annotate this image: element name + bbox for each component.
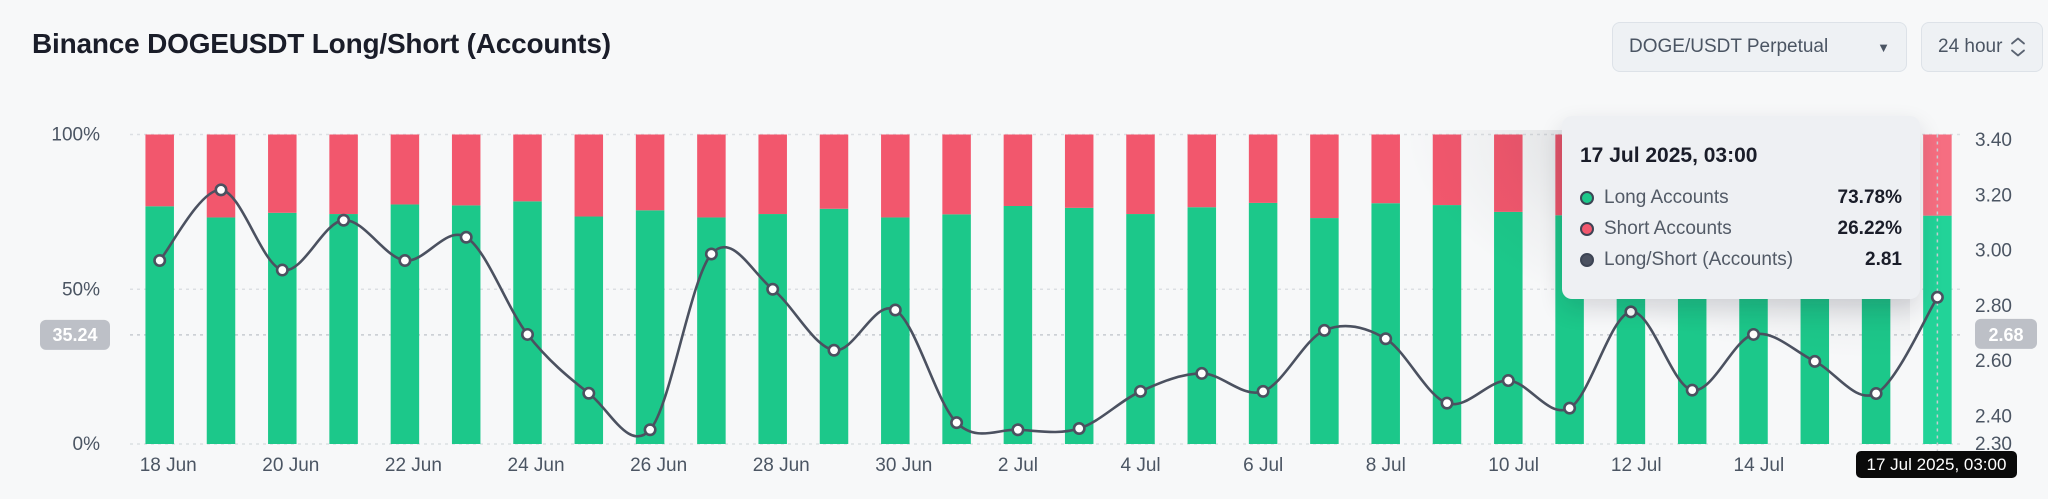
svg-text:14 Jul: 14 Jul	[1734, 455, 1785, 476]
svg-text:3.40: 3.40	[1975, 130, 2012, 151]
svg-text:3.00: 3.00	[1975, 241, 2012, 262]
svg-text:28 Jun: 28 Jun	[753, 455, 810, 476]
svg-text:20 Jun: 20 Jun	[262, 455, 319, 476]
svg-text:2 Jul: 2 Jul	[998, 455, 1038, 476]
svg-text:18 Jun: 18 Jun	[140, 455, 197, 476]
svg-text:4 Jul: 4 Jul	[1121, 455, 1161, 476]
svg-text:22 Jun: 22 Jun	[385, 455, 442, 476]
svg-text:30 Jun: 30 Jun	[875, 455, 932, 476]
svg-text:0%: 0%	[73, 434, 101, 455]
svg-text:12 Jul: 12 Jul	[1611, 455, 1662, 476]
svg-text:2.68: 2.68	[1988, 325, 2023, 345]
svg-text:50%: 50%	[62, 279, 100, 300]
svg-text:26 Jun: 26 Jun	[630, 455, 687, 476]
svg-text:3.20: 3.20	[1975, 185, 2012, 206]
svg-text:2.40: 2.40	[1975, 406, 2012, 427]
svg-text:24 Jun: 24 Jun	[508, 455, 565, 476]
svg-text:2.60: 2.60	[1975, 351, 2012, 372]
svg-text:6 Jul: 6 Jul	[1243, 455, 1283, 476]
svg-text:2.80: 2.80	[1975, 296, 2012, 317]
svg-text:8 Jul: 8 Jul	[1366, 455, 1406, 476]
svg-text:100%: 100%	[51, 125, 100, 146]
svg-text:10 Jul: 10 Jul	[1488, 455, 1539, 476]
svg-text:35.24: 35.24	[52, 325, 97, 345]
